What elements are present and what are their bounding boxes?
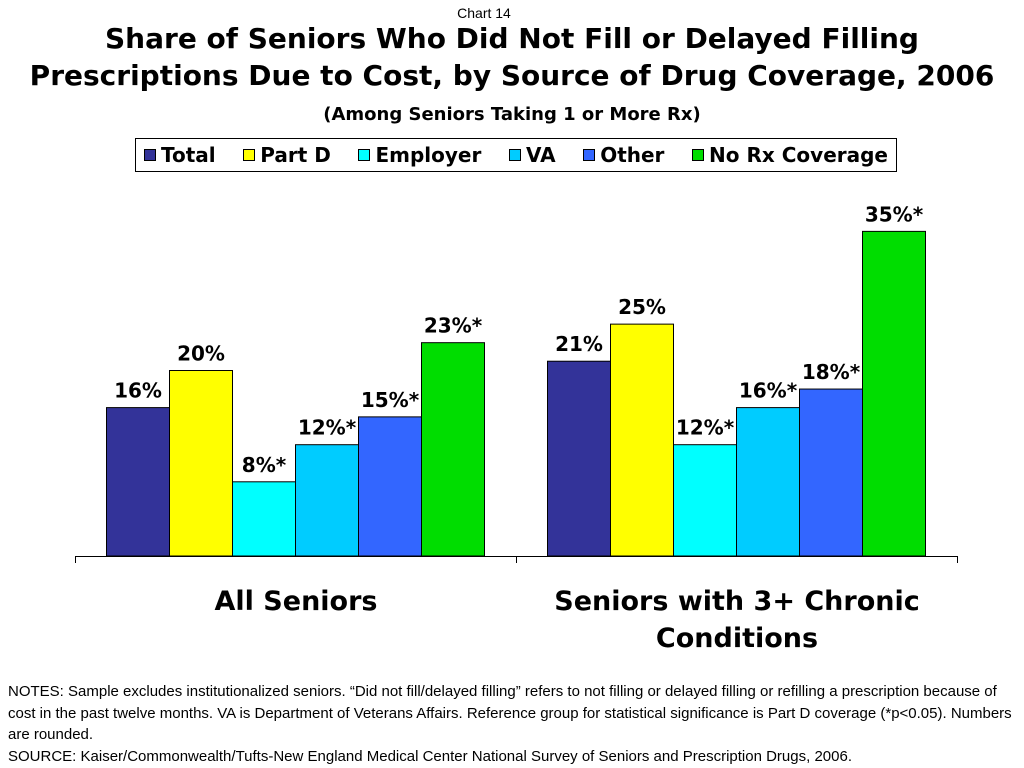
category-label-all-seniors: All Seniors xyxy=(214,586,378,617)
legend-swatch-part-d xyxy=(243,149,256,161)
data-label-seniors-with-3-chronic-conditions-employer: 12%* xyxy=(676,416,735,440)
legend-item-no-rx-coverage: No Rx Coverage xyxy=(692,143,888,167)
bar-seniors-with-3-chronic-conditions-total xyxy=(547,360,611,557)
chart-number: Chart 14 xyxy=(457,5,511,21)
data-label-seniors-with-3-chronic-conditions-part-d: 25% xyxy=(618,295,666,319)
data-label-seniors-with-3-chronic-conditions-total: 21% xyxy=(555,332,603,356)
legend-swatch-other xyxy=(583,149,596,161)
legend-swatch-employer xyxy=(358,149,371,161)
data-label-seniors-with-3-chronic-conditions-no-rx-coverage: 35%* xyxy=(865,202,924,226)
data-label-all-seniors-other: 15%* xyxy=(361,388,420,412)
data-label-all-seniors-part-d: 20% xyxy=(177,342,225,366)
legend-item-part-d: Part D xyxy=(243,143,331,167)
legend-item-va: VA xyxy=(508,143,556,167)
legend-swatch-total xyxy=(144,149,156,161)
legend-item-employer: Employer xyxy=(358,143,481,167)
x-axis xyxy=(75,556,958,563)
category-label-seniors-with-3-chronic-conditions: Seniors with 3+ Chronic Conditions xyxy=(554,586,920,654)
data-label-all-seniors-no-rx-coverage: 23%* xyxy=(424,314,483,338)
bar-all-seniors-employer xyxy=(232,481,296,557)
legend: Total Part D Employer VA Other No Rx Cov… xyxy=(135,138,897,172)
legend-label-employer: Employer xyxy=(375,143,482,167)
bar-seniors-with-3-chronic-conditions-employer xyxy=(673,444,737,557)
bar-all-seniors-part-d xyxy=(169,370,233,557)
data-labels: 16%20%8%*12%*15%*23%*21%25%12%*16%*18%*3… xyxy=(114,202,924,476)
chart-title-line-1: Share of Seniors Who Did Not Fill or Del… xyxy=(105,22,919,55)
legend-swatch-va xyxy=(508,149,521,161)
chart-title: Share of Seniors Who Did Not Fill or Del… xyxy=(0,20,1024,94)
data-label-all-seniors-employer: 8%* xyxy=(242,453,287,477)
source-text: SOURCE: Kaiser/Commonwealth/Tufts-New En… xyxy=(8,748,852,765)
chart-title-line-2: Prescriptions Due to Cost, by Source of … xyxy=(29,59,995,92)
bar-chart: 16%20%8%*12%*15%*23%*21%25%12%*16%*18%*3… xyxy=(75,202,958,563)
bars xyxy=(106,230,926,557)
legend-label-other: Other xyxy=(600,143,665,167)
legend-label-total: Total xyxy=(161,143,216,167)
bar-all-seniors-total xyxy=(106,407,170,557)
data-label-seniors-with-3-chronic-conditions-va: 16%* xyxy=(739,379,798,403)
bar-seniors-with-3-chronic-conditions-va xyxy=(736,407,800,557)
bar-seniors-with-3-chronic-conditions-part-d xyxy=(610,323,674,557)
bar-all-seniors-va xyxy=(295,444,359,557)
legend-label-part-d: Part D xyxy=(260,143,331,167)
bar-all-seniors-no-rx-coverage xyxy=(421,342,485,557)
legend-label-va: VA xyxy=(525,143,556,167)
data-label-all-seniors-va: 12%* xyxy=(298,416,357,440)
legend-swatch-no-rx-coverage xyxy=(692,149,705,161)
chart-subtitle: (Among Seniors Taking 1 or More Rx) xyxy=(323,104,701,125)
notes-text: NOTES: Sample excludes institutionalized… xyxy=(8,683,1012,743)
legend-item-total: Total xyxy=(144,143,216,167)
bar-seniors-with-3-chronic-conditions-other xyxy=(799,388,863,557)
data-label-all-seniors-total: 16% xyxy=(114,379,162,403)
bar-all-seniors-other xyxy=(358,416,422,557)
legend-label-no-rx-coverage: No Rx Coverage xyxy=(709,143,888,167)
bar-seniors-with-3-chronic-conditions-no-rx-coverage xyxy=(862,230,926,557)
data-label-seniors-with-3-chronic-conditions-other: 18%* xyxy=(802,360,861,384)
legend-item-other: Other xyxy=(583,143,664,167)
